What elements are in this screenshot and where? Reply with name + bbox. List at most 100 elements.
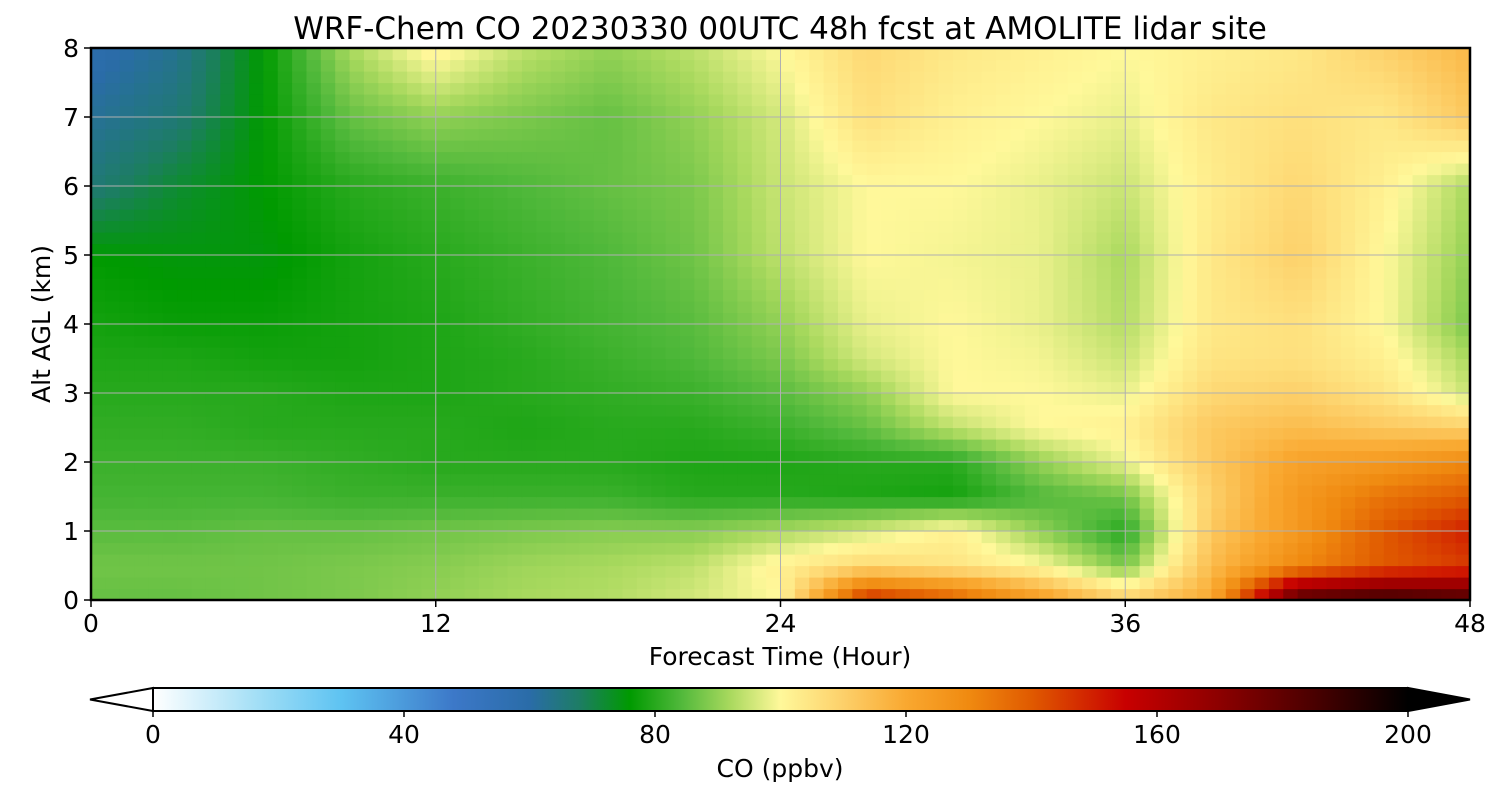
- heatmap-cell: [220, 209, 236, 222]
- heatmap-cell: [651, 71, 667, 84]
- heatmap-cell: [1240, 462, 1256, 475]
- heatmap-cell: [335, 588, 351, 601]
- heatmap-cell: [521, 427, 537, 440]
- heatmap-cell: [852, 531, 868, 544]
- heatmap-cell: [1283, 335, 1299, 348]
- heatmap-cell: [852, 174, 868, 187]
- heatmap-cell: [708, 301, 724, 314]
- heatmap-cell: [220, 140, 236, 153]
- heatmap-cell: [1110, 393, 1126, 406]
- heatmap-cell: [1110, 220, 1126, 233]
- heatmap-cell: [1039, 370, 1055, 383]
- heatmap-cell: [392, 450, 408, 463]
- heatmap-cell: [952, 531, 968, 544]
- heatmap-cell: [579, 82, 595, 95]
- heatmap-cell: [909, 186, 925, 199]
- heatmap-cell: [967, 381, 983, 394]
- heatmap-cell: [162, 105, 178, 118]
- heatmap-cell: [263, 370, 279, 383]
- heatmap-cell: [277, 48, 293, 61]
- heatmap-cell: [234, 542, 250, 555]
- heatmap-cell: [363, 140, 379, 153]
- heatmap-cell: [378, 266, 394, 279]
- heatmap-cell: [464, 197, 480, 210]
- heatmap-cell: [162, 186, 178, 199]
- heatmap-cell: [895, 496, 911, 509]
- heatmap-cell: [665, 301, 681, 314]
- heatmap-cell: [967, 220, 983, 233]
- heatmap-cell: [478, 577, 494, 590]
- heatmap-cell: [91, 289, 106, 302]
- heatmap-cell: [837, 393, 853, 406]
- heatmap-cell: [593, 289, 609, 302]
- heatmap-cell: [1125, 393, 1141, 406]
- heatmap-cell: [1153, 577, 1169, 590]
- heatmap-cell: [1153, 140, 1169, 153]
- heatmap-cell: [320, 519, 336, 532]
- heatmap-cell: [162, 588, 178, 601]
- heatmap-cell: [320, 577, 336, 590]
- heatmap-cell: [981, 128, 997, 141]
- heatmap-cell: [162, 209, 178, 222]
- heatmap-cell: [1383, 174, 1399, 187]
- heatmap-cell: [407, 151, 422, 164]
- heatmap-cell: [1355, 577, 1371, 590]
- heatmap-cell: [1096, 163, 1112, 176]
- heatmap-cell: [1211, 427, 1227, 440]
- heatmap-cell: [320, 393, 336, 406]
- heatmap-cell: [924, 163, 940, 176]
- heatmap-cell: [1340, 347, 1356, 360]
- heatmap-cell: [91, 416, 106, 429]
- heatmap-cell: [407, 140, 422, 153]
- heatmap-cell: [1355, 554, 1371, 567]
- heatmap-cell: [1211, 174, 1227, 187]
- heatmap-cell: [493, 278, 509, 291]
- heatmap-cell: [593, 324, 609, 337]
- heatmap-cell: [694, 220, 710, 233]
- heatmap-cell: [1067, 519, 1083, 532]
- heatmap-cell: [1225, 473, 1241, 486]
- heatmap-cell: [593, 174, 609, 187]
- heatmap-cell: [191, 404, 207, 417]
- heatmap-cell: [507, 220, 523, 233]
- heatmap-cell: [1297, 186, 1313, 199]
- heatmap-cell: [450, 404, 466, 417]
- heatmap-cell: [91, 301, 106, 314]
- heatmap-cell: [651, 186, 667, 199]
- heatmap-cell: [651, 531, 667, 544]
- heatmap-cell: [1426, 347, 1442, 360]
- heatmap-cell: [306, 71, 322, 84]
- heatmap-cell: [1326, 174, 1342, 187]
- heatmap-cell: [1297, 174, 1313, 187]
- heatmap-cell: [1268, 416, 1284, 429]
- heatmap-cell: [751, 209, 767, 222]
- heatmap-cell: [565, 554, 580, 567]
- heatmap-cell: [1096, 381, 1112, 394]
- heatmap-cell: [277, 335, 293, 348]
- heatmap-cell: [1082, 381, 1098, 394]
- heatmap-cell: [407, 117, 422, 130]
- heatmap-cell: [320, 416, 336, 429]
- heatmap-cell: [335, 347, 351, 360]
- heatmap-cell: [478, 404, 494, 417]
- heatmap-cell: [622, 542, 638, 555]
- heatmap-cell: [1283, 439, 1299, 452]
- heatmap-cell: [665, 588, 681, 601]
- heatmap-cell: [1283, 312, 1299, 325]
- heatmap-cell: [421, 289, 437, 302]
- heatmap-cell: [1067, 232, 1083, 245]
- heatmap-cell: [1383, 370, 1399, 383]
- heatmap-cell: [191, 174, 207, 187]
- heatmap-cell: [1067, 508, 1083, 521]
- heatmap-cell: [1082, 243, 1098, 256]
- heatmap-cell: [378, 48, 394, 61]
- heatmap-cell: [464, 577, 480, 590]
- heatmap-cell: [1125, 519, 1141, 532]
- heatmap-cell: [1240, 140, 1256, 153]
- heatmap-cell: [1067, 301, 1083, 314]
- heatmap-cell: [464, 117, 480, 130]
- heatmap-cell: [363, 243, 379, 256]
- heatmap-cell: [550, 186, 566, 199]
- heatmap-cell: [809, 370, 825, 383]
- heatmap-cell: [924, 358, 940, 371]
